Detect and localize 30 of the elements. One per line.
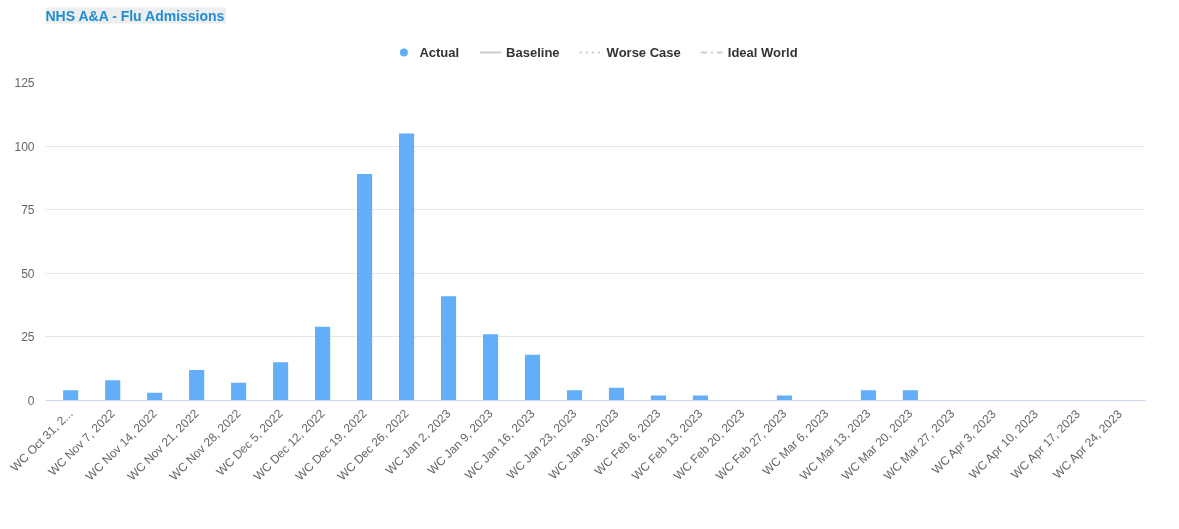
legend-label: Ideal World <box>727 44 798 60</box>
bar <box>231 382 247 401</box>
bar <box>608 387 625 401</box>
y-tick-label: 100 <box>14 139 35 154</box>
bar <box>147 392 163 401</box>
legend-label: Baseline <box>506 44 560 60</box>
y-tick-label: 0 <box>27 394 35 408</box>
bar <box>524 354 541 401</box>
bar <box>189 369 205 401</box>
bar <box>776 395 792 401</box>
y-tick-label: 75 <box>21 203 35 218</box>
bar <box>63 390 79 401</box>
bar <box>357 174 373 401</box>
bar <box>692 395 709 401</box>
chart-title: NHS A&A - Flu Admissions <box>45 7 225 24</box>
bar <box>902 390 918 401</box>
legend-label: Worse Case <box>606 44 681 60</box>
y-tick-label: 125 <box>14 76 35 90</box>
bar <box>441 296 457 401</box>
bar <box>482 334 499 401</box>
y-tick-label: 50 <box>21 266 35 281</box>
bar <box>105 380 121 401</box>
bar <box>566 390 583 401</box>
bar <box>860 390 876 401</box>
legend-label: Actual <box>419 44 460 60</box>
bar <box>315 326 331 401</box>
bar <box>273 362 289 401</box>
bar <box>650 395 667 401</box>
y-tick-label: 25 <box>21 330 35 345</box>
bar <box>399 133 415 401</box>
